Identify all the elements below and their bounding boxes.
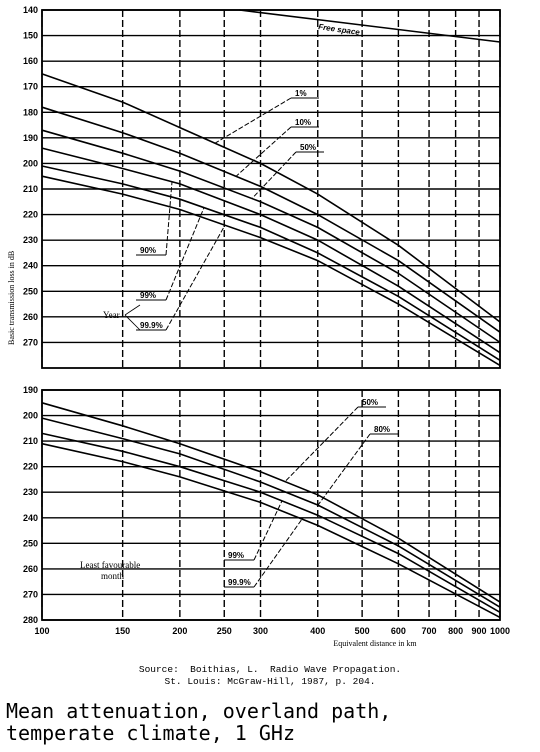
lower-annotation-line-2: month: [101, 571, 125, 581]
upper-series-line-99-: [41, 165, 501, 361]
lower-ytick-200: 200: [23, 411, 38, 421]
upper-leader-line-1: [214, 97, 292, 144]
lower-ytick-240: 240: [23, 513, 38, 523]
upper-ytick-160: 160: [23, 56, 38, 66]
lower-leader-line-0: [284, 406, 359, 482]
chart-svg: 140 150 160 170 180 190 200 210 220 230 240 250 260 2…: [7, 5, 510, 648]
upper-series-line-1-: [41, 73, 501, 323]
source-line-1: Source: Boithias, L. Radio Wave Propagat…: [138, 664, 402, 675]
upper-series-label-99-: 99%: [140, 291, 156, 300]
lower-leader-line-1: [317, 433, 371, 506]
figure-caption: Mean attenuation, overland path, tempera…: [6, 700, 536, 744]
upper-ytick-150: 150: [23, 31, 38, 41]
x-axis-title: Equivalent distance in km: [333, 639, 417, 648]
lower-frame: [41, 389, 501, 621]
upper-ytick-190: 190: [23, 133, 38, 143]
upper-ytick-170: 170: [23, 82, 38, 92]
lower-ytick-270: 270: [23, 589, 38, 599]
lower-xtick-800: 800: [448, 626, 463, 636]
lower-ytick-250: 250: [23, 538, 38, 548]
upper-annotation-year: Year: [103, 310, 120, 320]
upper-ytick-270: 270: [23, 337, 38, 347]
upper-frame: [41, 9, 501, 369]
lower-xtick-200: 200: [172, 626, 187, 636]
lower-series-label-99-9-: 99.9%: [228, 578, 251, 587]
lower-xtick-250: 250: [217, 626, 232, 636]
upper-series-line-99-9-: [41, 175, 501, 367]
upper-year-bracket-b: [124, 314, 141, 331]
upper-ytick-210: 210: [23, 184, 38, 194]
upper-ytick-250: 250: [23, 286, 38, 296]
lower-ytick-220: 220: [23, 462, 38, 472]
caption-line-1: Mean attenuation, overland path,: [6, 699, 392, 723]
upper-series-label-90-: 90%: [140, 246, 156, 255]
lower-ytick-280: 280: [23, 615, 38, 625]
upper-series-line-90-: [41, 147, 501, 354]
caption-line-2: temperate climate, 1 GHz: [6, 721, 295, 745]
lower-series-label-50-: 50%: [362, 398, 378, 407]
lower-annotation-line-1: Least favourable: [80, 560, 140, 570]
lower-xtick-400: 400: [310, 626, 325, 636]
source-line-2: St. Louis: McGraw-Hill, 1987, p. 204.: [164, 676, 376, 687]
upper-ytick-220: 220: [23, 210, 38, 220]
lower-ytick-190: 190: [23, 385, 38, 395]
upper-year-bracket-a: [124, 304, 141, 316]
lower-xtick-900: 900: [472, 626, 487, 636]
upper-series-line-10-: [41, 106, 501, 333]
upper-ytick-200: 200: [23, 158, 38, 168]
upper-ytick-260: 260: [23, 312, 38, 322]
lower-xtick-150: 150: [115, 626, 130, 636]
lower-series-label-99-: 99%: [228, 551, 244, 560]
lower-ytick-260: 260: [23, 564, 38, 574]
upper-series-label-1-: 1%: [295, 89, 307, 98]
upper-leader-line-5: [165, 207, 205, 301]
lower-xtick-700: 700: [422, 626, 437, 636]
upper-leader-line-3: [251, 151, 297, 199]
lower-series-line-80-: [41, 417, 501, 608]
lower-series-line-50-: [41, 402, 501, 603]
lower-leader-line-2: [253, 500, 283, 561]
upper-leader-line-4: [165, 181, 173, 256]
upper-series-line-free-space: [239, 9, 501, 43]
upper-ytick-180: 180: [23, 107, 38, 117]
lower-series-label-80-: 80%: [374, 425, 390, 434]
lower-xtick-1000: 1000: [490, 626, 510, 636]
upper-series-label-10-: 10%: [295, 118, 311, 127]
upper-series-label-99-9-: 99.9%: [140, 321, 163, 330]
upper-leader-line-6: [165, 224, 226, 331]
lower-xtick-600: 600: [391, 626, 406, 636]
lower-xtick-300: 300: [253, 626, 268, 636]
upper-ytick-240: 240: [23, 261, 38, 271]
lower-xtick-500: 500: [355, 626, 370, 636]
lower-series-line-99-9-: [41, 442, 501, 619]
upper-leader-line-2: [235, 126, 292, 177]
upper-series-line-50-: [41, 129, 501, 344]
source-citation: Source: Boithias, L. Radio Wave Propagat…: [0, 664, 540, 688]
upper-ytick-140: 140: [23, 5, 38, 15]
lower-ytick-210: 210: [23, 436, 38, 446]
chart-figure: 140 150 160 170 180 190 200 210 220 230 240 250 260 2…: [7, 5, 510, 648]
upper-series-label-50-: 50%: [300, 143, 316, 152]
lower-ytick-230: 230: [23, 487, 38, 497]
lower-xtick-100: 100: [34, 626, 49, 636]
y-axis-title: Basic transmission loss in dB: [7, 251, 16, 345]
upper-ytick-230: 230: [23, 235, 38, 245]
lower-series-line-99-: [41, 432, 501, 613]
